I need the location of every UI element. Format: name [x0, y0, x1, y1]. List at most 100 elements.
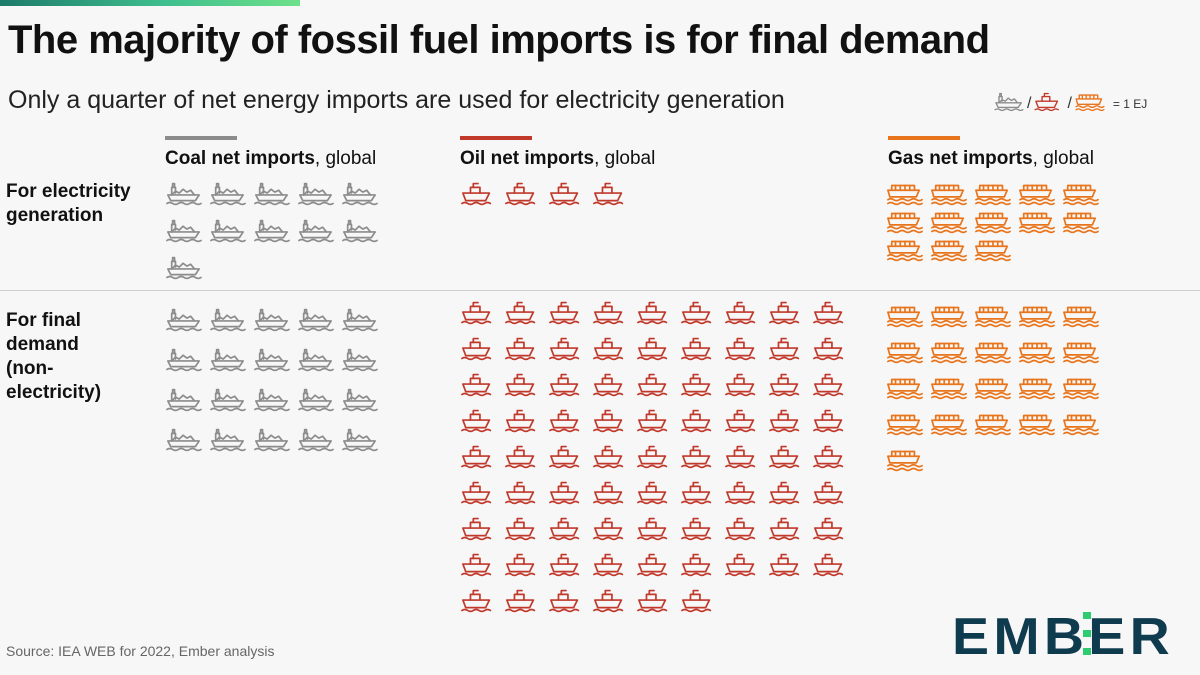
gas-carrier-unit-icon	[975, 212, 1011, 234]
oil-tanker-unit-icon	[461, 182, 492, 206]
oil-tanker-unit-icon	[461, 409, 492, 433]
oil-tanker-unit-icon	[593, 301, 624, 325]
oil-tanker-unit-icon	[725, 373, 756, 397]
chart-subtitle: Only a quarter of net energy imports are…	[8, 86, 785, 114]
oil-tanker-unit-icon	[593, 517, 624, 541]
oil-tanker-unit-icon	[505, 301, 536, 325]
gas-carrier-unit-icon	[975, 306, 1011, 328]
gas-carrier-unit-icon	[1019, 342, 1055, 364]
legend-separator: /	[1067, 94, 1072, 112]
coal-color-bar	[165, 136, 237, 140]
ember-logo-text: EMBER	[952, 608, 1174, 660]
oil-tanker-unit-icon	[813, 301, 844, 325]
coal-header-rest: , global	[314, 148, 377, 169]
oil-tanker-unit-icon	[593, 445, 624, 469]
coal-ship-unit-icon	[298, 388, 334, 412]
coal-ship-unit-icon	[210, 388, 246, 412]
gas-carrier-unit-icon	[931, 414, 967, 436]
gas-carrier-unit-icon	[1019, 212, 1055, 234]
coal-header-bold: Coal net imports	[165, 148, 315, 169]
oil-tanker-unit-icon	[813, 337, 844, 361]
coal-ship-unit-icon	[342, 348, 378, 372]
gas-carrier-unit-icon	[887, 450, 923, 472]
oil-tanker-unit-icon	[681, 589, 712, 613]
oil-tanker-unit-icon	[813, 373, 844, 397]
oil-tanker-unit-icon	[461, 337, 492, 361]
gas-carrier-unit-icon	[975, 240, 1011, 262]
gas-carrier-unit-icon	[887, 184, 923, 206]
oil-tanker-unit-icon	[461, 445, 492, 469]
coal-ship-unit-icon	[254, 428, 290, 452]
gas-carrier-unit-icon	[887, 414, 923, 436]
coal-ship-unit-icon	[166, 182, 202, 206]
oil-tanker-unit-icon	[725, 409, 756, 433]
gas-carrier-unit-icon	[887, 240, 923, 262]
row-label-electricity: For electricity generation	[6, 181, 131, 226]
oil-tanker-unit-icon	[505, 445, 536, 469]
legend: / / = 1 EJ	[994, 92, 1147, 115]
coal-ship-unit-icon	[254, 308, 290, 332]
coal-ship-unit-icon	[342, 428, 378, 452]
coal-ship-unit-icon	[254, 348, 290, 372]
oil-tanker-unit-icon	[549, 409, 580, 433]
row-divider	[0, 290, 1200, 291]
gas-color-bar	[888, 136, 960, 140]
gas-carrier-unit-icon	[931, 342, 967, 364]
oil-tanker-unit-icon	[549, 182, 580, 206]
coal-ship-unit-icon	[254, 182, 290, 206]
oil-tanker-unit-icon	[637, 373, 668, 397]
coal-ship-unit-icon	[210, 308, 246, 332]
oil-tanker-unit-icon	[505, 589, 536, 613]
oil-tanker-unit-icon	[725, 481, 756, 505]
gas-carrier-unit-icon	[1019, 184, 1055, 206]
oil-tanker-unit-icon	[681, 445, 712, 469]
oil-tanker-unit-icon	[769, 301, 800, 325]
oil-tanker-unit-icon	[593, 589, 624, 613]
gas-carrier-unit-icon	[1019, 414, 1055, 436]
coal-ship-unit-icon	[166, 428, 202, 452]
coal-ship-unit-icon	[166, 219, 202, 243]
chart-title: The majority of fossil fuel imports is f…	[8, 18, 990, 62]
coal-ship-unit-icon	[342, 219, 378, 243]
oil-tanker-unit-icon	[637, 553, 668, 577]
gas-carrier-unit-icon	[975, 184, 1011, 206]
oil-tanker-unit-icon	[637, 517, 668, 541]
oil-tanker-unit-icon	[681, 373, 712, 397]
oil-tanker-unit-icon	[505, 517, 536, 541]
gas-header-bold: Gas net imports	[888, 148, 1033, 169]
gas-carrier-unit-icon	[887, 342, 923, 364]
oil-tanker-unit-icon	[637, 445, 668, 469]
coal-ship-unit-icon	[342, 308, 378, 332]
oil-tanker-unit-icon	[461, 481, 492, 505]
oil-tanker-unit-icon	[461, 553, 492, 577]
row-label-final-demand: For final demand (non-electricity)	[6, 310, 102, 403]
oil-tanker-unit-icon	[505, 553, 536, 577]
oil-tanker-unit-icon	[813, 481, 844, 505]
gas-carrier-unit-icon	[975, 378, 1011, 400]
oil-tanker-unit-icon	[505, 481, 536, 505]
gas-carrier-icon	[1075, 92, 1105, 115]
oil-tanker-unit-icon	[637, 481, 668, 505]
column-header-oil: Oil net imports, global	[460, 136, 655, 170]
oil-tanker-unit-icon	[769, 517, 800, 541]
oil-tanker-unit-icon	[813, 517, 844, 541]
oil-tanker-unit-icon	[461, 589, 492, 613]
coal-ship-unit-icon	[298, 348, 334, 372]
gas-header-rest: , global	[1032, 148, 1094, 169]
coal-ship-icon	[994, 92, 1024, 115]
oil-tanker-unit-icon	[593, 373, 624, 397]
gas-carrier-unit-icon	[1063, 414, 1099, 436]
gas-carrier-unit-icon	[931, 306, 967, 328]
oil-tanker-unit-icon	[505, 182, 536, 206]
oil-tanker-unit-icon	[769, 445, 800, 469]
coal-ship-unit-icon	[298, 182, 334, 206]
oil-tanker-unit-icon	[549, 589, 580, 613]
oil-tanker-unit-icon	[681, 409, 712, 433]
coal-ship-unit-icon	[210, 348, 246, 372]
gas-carrier-unit-icon	[1063, 184, 1099, 206]
coal-ship-unit-icon	[210, 182, 246, 206]
gas-carrier-unit-icon	[887, 212, 923, 234]
oil-tanker-unit-icon	[725, 445, 756, 469]
oil-tanker-unit-icon	[725, 301, 756, 325]
oil-tanker-unit-icon	[637, 301, 668, 325]
